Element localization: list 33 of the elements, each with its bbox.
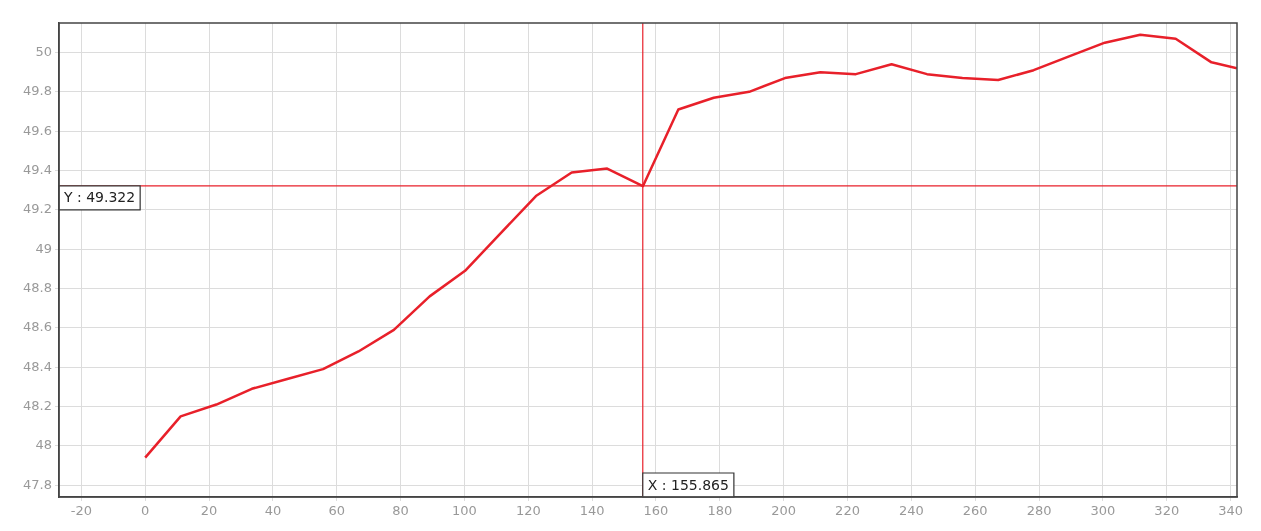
x-tick-label: 280 [1026,503,1052,519]
x-tick-label: 340 [1218,503,1244,519]
y-tick-label: 49.6 [23,122,52,138]
x-tick-label: 40 [264,503,282,519]
x-tick-label: 20 [200,503,218,519]
y-tick-label: 49.8 [23,83,52,99]
x-tick-label: 180 [707,503,733,519]
y-tick-label: 49.2 [23,201,52,217]
x-tick-label: 220 [835,503,860,519]
ref-line-label: X : 155.865 [647,476,729,493]
y-tick-label: 48.4 [23,358,52,374]
y-tick-label: 48.8 [23,279,52,295]
y-tick-label: 49.4 [23,161,52,177]
x-tick-label: 300 [1090,503,1116,519]
x-tick-label: -20 [70,503,92,519]
x-tick-label: 100 [452,503,477,519]
x-tick-label: 160 [643,503,669,519]
x-tick-label: 0 [141,503,150,519]
x-tick-label: 200 [771,503,797,519]
y-tick-label: 48.6 [23,319,52,335]
x-tick-label: 260 [962,503,988,519]
x-tick-label: 60 [328,503,346,519]
x-tick-label: 240 [898,503,924,519]
y-tick-label: 48.2 [23,397,52,413]
y-tick-label: 48 [35,437,52,453]
x-tick-label: 80 [392,503,409,519]
x-tick-label: 320 [1154,503,1180,519]
x-tick-label: 140 [579,503,605,519]
x-tick-label: 120 [515,503,541,519]
ref-line-label: Y : 49.322 [63,189,136,206]
y-tick-label: 50 [35,43,52,59]
y-tick-label: 47.8 [23,476,52,492]
y-tick-label: 49 [35,240,52,256]
